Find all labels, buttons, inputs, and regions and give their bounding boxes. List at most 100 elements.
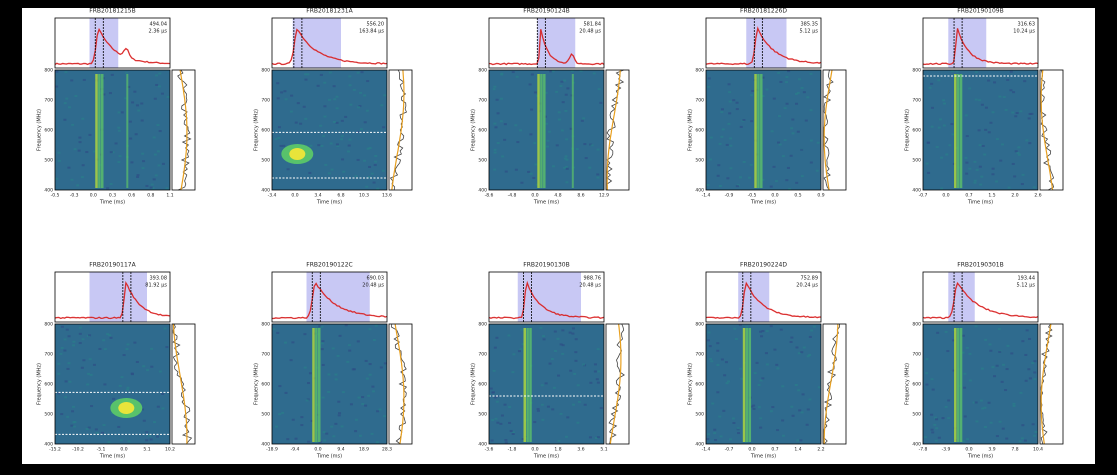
waterfall-noise — [802, 346, 806, 349]
waterfall-noise — [596, 173, 600, 176]
y-tick-label: 500 — [261, 412, 270, 418]
waterfall-noise — [796, 130, 800, 133]
x-tick-label: 3.4 — [314, 193, 321, 199]
waterfall-noise — [973, 181, 977, 184]
resolution-label: 2.36 μs — [148, 29, 167, 35]
waterfall-noise — [276, 331, 280, 334]
waterfall-noise — [92, 363, 96, 366]
spectrum-model — [394, 323, 405, 445]
waterfall-noise — [166, 95, 170, 98]
y-tick-label: 800 — [478, 68, 487, 74]
x-tick-label: -9.4 — [291, 447, 300, 453]
waterfall-noise — [60, 325, 64, 328]
waterfall-noise — [277, 126, 281, 129]
pulse-model — [271, 28, 388, 66]
waterfall-noise — [161, 162, 165, 165]
waterfall-noise — [70, 178, 74, 181]
waterfall-noise — [551, 408, 555, 411]
waterfall-noise — [1012, 404, 1016, 407]
waterfall-noise — [378, 408, 382, 411]
x-axis-label: Time (ms) — [750, 200, 776, 206]
waterfall-noise — [73, 148, 77, 151]
y-tick-label: 400 — [912, 188, 921, 194]
profile-frame — [705, 271, 822, 323]
waterfall-noise — [152, 136, 156, 139]
waterfall-noise — [557, 374, 561, 377]
y-tick-label: 600 — [44, 382, 53, 388]
waterfall — [706, 70, 821, 190]
waterfall-noise — [707, 77, 711, 80]
waterfall-noise — [566, 416, 570, 419]
waterfall-noise — [341, 391, 345, 394]
waterfall-noise — [155, 83, 159, 86]
waterfall-noise — [930, 125, 934, 128]
waterfall-noise — [733, 327, 737, 330]
waterfall-noise — [760, 335, 764, 338]
x-tick-label: 0.0 — [531, 193, 538, 199]
waterfall-noise — [1018, 440, 1022, 443]
spectrum-frame — [1039, 69, 1064, 191]
burst-stripe — [126, 74, 129, 188]
waterfall-noise — [145, 184, 149, 187]
y-tick-label: 500 — [478, 412, 487, 418]
x-tick-label: 1.8 — [554, 447, 561, 453]
waterfall-noise — [55, 70, 59, 73]
waterfall-noise — [539, 326, 543, 329]
waterfall-noise — [330, 168, 334, 171]
waterfall-noise — [72, 425, 76, 428]
y-tick-label: 400 — [478, 188, 487, 194]
waterfall-noise — [333, 98, 337, 101]
x-tick-label: 2.6 — [1034, 193, 1041, 199]
waterfall-noise — [367, 176, 371, 179]
waterfall-noise — [368, 147, 372, 150]
waterfall-noise — [945, 153, 949, 156]
pulse-model — [922, 28, 1039, 66]
waterfall-noise — [781, 434, 785, 437]
waterfall-noise — [372, 181, 376, 184]
waterfall-noise — [334, 378, 338, 381]
waterfall-noise — [158, 370, 162, 373]
waterfall-noise — [974, 325, 978, 328]
waterfall-noise — [563, 157, 567, 160]
y-tick-label: 800 — [261, 68, 270, 74]
waterfall-noise — [761, 76, 765, 79]
waterfall-noise — [348, 349, 352, 352]
waterfall-noise — [320, 325, 324, 328]
waterfall-noise — [519, 129, 523, 132]
waterfall-noise — [511, 71, 515, 74]
waterfall-noise — [153, 97, 157, 100]
waterfall-noise — [88, 133, 92, 136]
x-tick-label: 3.9 — [988, 447, 995, 453]
waterfall-noise — [720, 135, 724, 138]
profile-frame — [54, 271, 171, 323]
x-axis-label: Time (ms) — [316, 454, 342, 460]
waterfall-noise — [74, 95, 78, 98]
waterfall-noise — [1005, 437, 1009, 440]
y-tick-label: 500 — [261, 158, 270, 164]
waterfall-noise — [346, 150, 350, 153]
waterfall-noise — [582, 363, 586, 366]
y-tick-label: 600 — [695, 382, 704, 388]
waterfall-noise — [126, 386, 130, 389]
waterfall-noise — [596, 176, 600, 179]
waterfall-noise — [331, 347, 335, 350]
x-axis-label: Time (ms) — [99, 200, 125, 206]
waterfall-noise — [809, 161, 813, 164]
waterfall-noise — [280, 91, 284, 94]
y-tick-label: 500 — [478, 158, 487, 164]
waterfall-noise — [383, 362, 387, 365]
waterfall-noise — [979, 399, 983, 402]
waterfall-noise — [81, 164, 85, 167]
y-tick-label: 600 — [912, 128, 921, 134]
waterfall — [55, 70, 170, 190]
x-tick-label: 0.0 — [120, 447, 127, 453]
waterfall-noise — [310, 419, 314, 422]
waterfall-noise — [538, 110, 542, 113]
waterfall-noise — [777, 141, 781, 144]
waterfall-noise — [563, 166, 567, 169]
waterfall-noise — [1019, 110, 1023, 113]
waterfall-noise — [987, 131, 991, 134]
waterfall-noise — [303, 366, 307, 369]
